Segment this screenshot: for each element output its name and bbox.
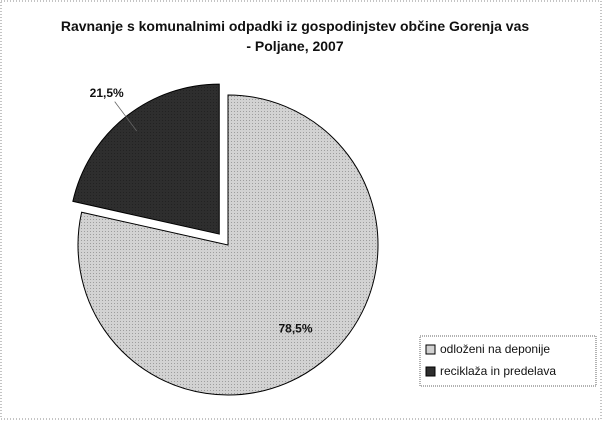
- slice-texture: [72, 84, 220, 235]
- slice-texture: [78, 95, 379, 395]
- leader-line: [114, 101, 138, 132]
- legend-swatch: [425, 344, 436, 355]
- legend-box: [419, 335, 597, 387]
- data-label: 78,5%: [279, 321, 313, 335]
- data-label: 21,5%: [90, 86, 124, 100]
- legend-label: odloženi na deponije: [440, 342, 550, 356]
- chart-title: Ravnanje s komunalnimi odpadki iz gospod…: [60, 18, 530, 54]
- legend-label: reciklaža in predelava: [440, 364, 556, 378]
- legend-swatch: [425, 366, 436, 377]
